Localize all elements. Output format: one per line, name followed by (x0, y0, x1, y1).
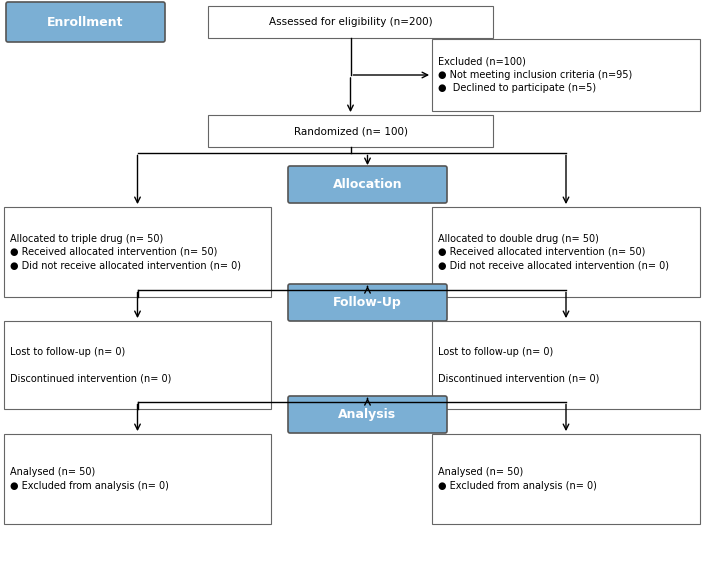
Text: Follow-Up: Follow-Up (333, 296, 402, 309)
Bar (432, 321, 700, 409)
FancyBboxPatch shape (288, 284, 447, 321)
Bar (432, 39, 700, 111)
Bar (432, 207, 700, 297)
Text: Excluded (n=100)
● Not meeting inclusion criteria (n=95)
●  Declined to particip: Excluded (n=100) ● Not meeting inclusion… (438, 57, 632, 93)
Text: Allocated to double drug (n= 50)
● Received allocated intervention (n= 50)
● Did: Allocated to double drug (n= 50) ● Recei… (438, 234, 669, 270)
Bar (432, 434, 700, 524)
FancyBboxPatch shape (6, 2, 165, 42)
Text: Allocation: Allocation (333, 178, 402, 191)
Text: Lost to follow-up (n= 0)

Discontinued intervention (n= 0): Lost to follow-up (n= 0) Discontinued in… (10, 347, 171, 383)
Bar (208, 6, 493, 38)
Text: Analysis: Analysis (339, 408, 397, 421)
FancyBboxPatch shape (288, 396, 447, 433)
FancyBboxPatch shape (288, 166, 447, 203)
Text: Enrollment: Enrollment (47, 16, 124, 28)
Text: Lost to follow-up (n= 0)

Discontinued intervention (n= 0): Lost to follow-up (n= 0) Discontinued in… (438, 347, 600, 383)
Bar (208, 115, 493, 147)
Bar (4, 321, 271, 409)
Text: Analysed (n= 50)
● Excluded from analysis (n= 0): Analysed (n= 50) ● Excluded from analysi… (438, 467, 597, 490)
Text: Randomized (n= 100): Randomized (n= 100) (293, 126, 407, 136)
Text: Allocated to triple drug (n= 50)
● Received allocated intervention (n= 50)
● Did: Allocated to triple drug (n= 50) ● Recei… (10, 234, 241, 270)
Text: Analysed (n= 50)
● Excluded from analysis (n= 0): Analysed (n= 50) ● Excluded from analysi… (10, 467, 169, 490)
Text: Assessed for eligibility (n=200): Assessed for eligibility (n=200) (269, 17, 432, 27)
Bar (4, 207, 271, 297)
Bar (4, 434, 271, 524)
